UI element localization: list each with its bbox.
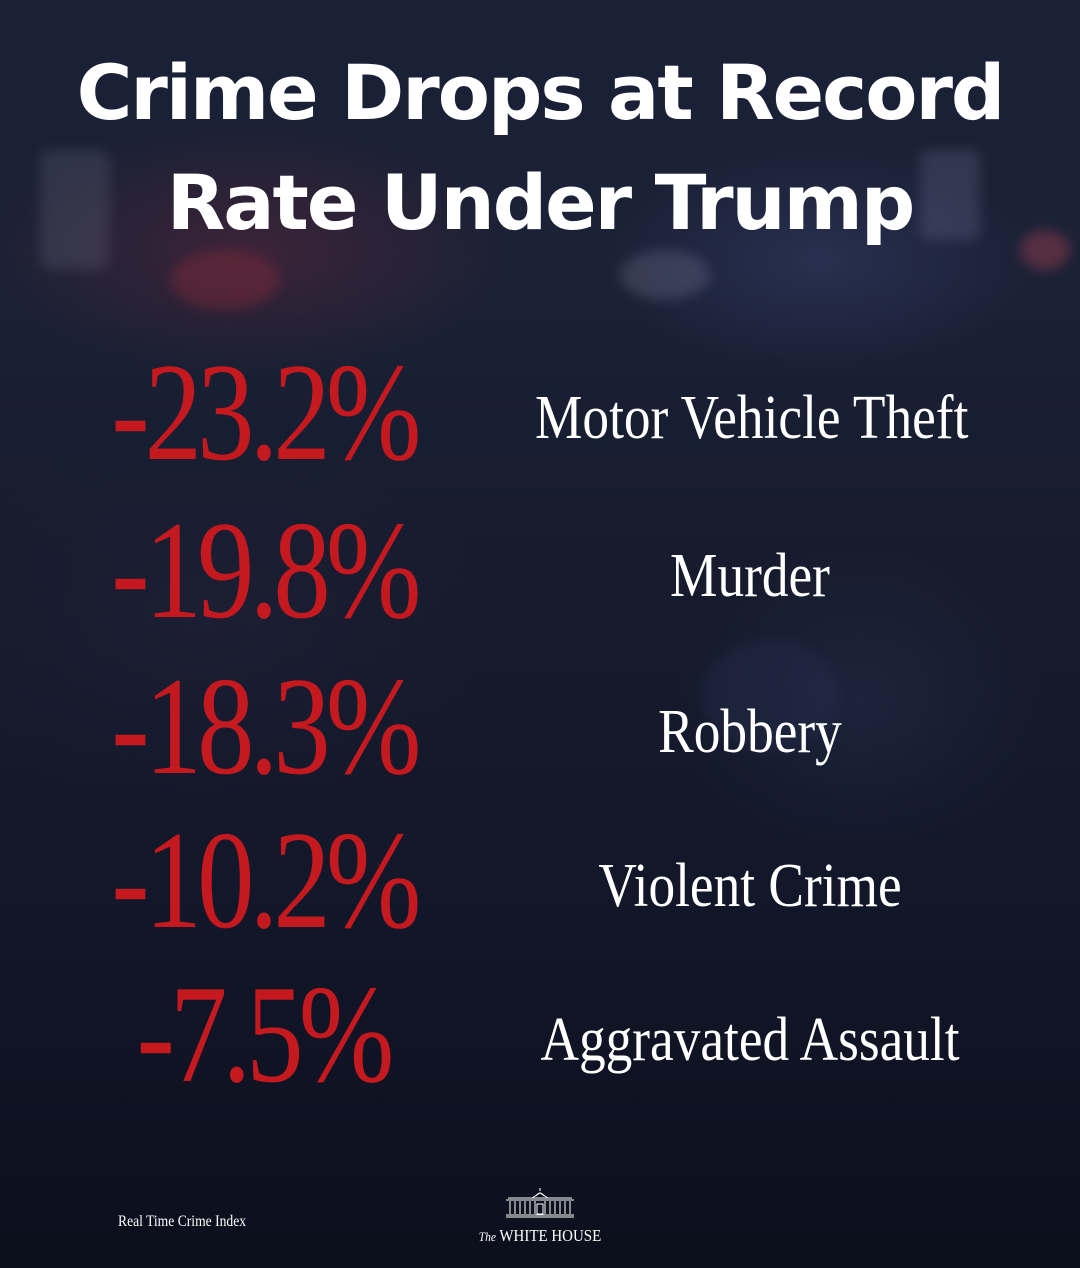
stat-label: Motor Vehicle Theft bbox=[535, 384, 969, 452]
headline: Crime Drops at Record Rate Under Trump bbox=[0, 38, 1080, 258]
stat-value: -23.2% bbox=[111, 335, 421, 490]
source-credit: Real Time Crime Index bbox=[118, 1213, 247, 1230]
background-light bbox=[700, 640, 840, 750]
white-house-logo: The WHITE HOUSE bbox=[470, 1186, 610, 1248]
background-light bbox=[1020, 230, 1070, 270]
stat-row-aggravated-assault: -7.5% Aggravated Assault bbox=[0, 960, 1080, 1110]
stat-value: -19.8% bbox=[111, 493, 421, 648]
white-house-wordmark: The WHITE HOUSE bbox=[478, 1226, 601, 1247]
stat-label: Murder bbox=[670, 542, 830, 610]
stat-value: -7.5% bbox=[136, 957, 395, 1112]
background-light bbox=[620, 250, 710, 300]
background-light bbox=[920, 150, 980, 240]
white-house-icon bbox=[506, 1188, 574, 1218]
stat-row-violent-crime: -10.2% Violent Crime bbox=[0, 806, 1080, 956]
stat-row-robbery: -18.3% Robbery bbox=[0, 652, 1080, 802]
stat-label: Robbery bbox=[658, 698, 842, 766]
stat-value: -18.3% bbox=[111, 649, 421, 804]
white-house-wordmark-prefix: The bbox=[478, 1229, 496, 1244]
background-light bbox=[40, 150, 110, 270]
headline-line-2: Rate Under Trump bbox=[166, 158, 916, 247]
stat-row-motor-vehicle-theft: -23.2% Motor Vehicle Theft bbox=[0, 338, 1080, 488]
stat-label: Aggravated Assault bbox=[540, 1006, 960, 1074]
stat-row-murder: -19.8% Murder bbox=[0, 496, 1080, 646]
headline-line-1: Crime Drops at Record bbox=[76, 48, 1006, 137]
white-house-wordmark-name: WHITE HOUSE bbox=[499, 1226, 602, 1245]
stat-value: -10.2% bbox=[111, 803, 421, 958]
stat-label: Violent Crime bbox=[598, 852, 902, 920]
background-light bbox=[170, 250, 280, 310]
